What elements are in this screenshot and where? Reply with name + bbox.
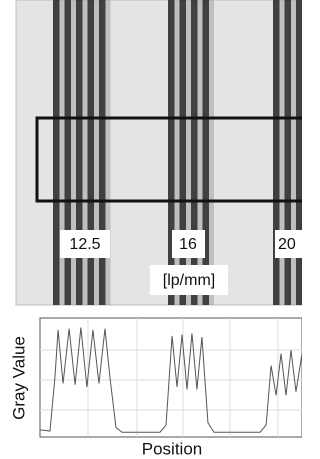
- stripe-gap: [291, 0, 296, 305]
- unit-label: [lp/mm]: [163, 272, 215, 289]
- stripe: [88, 0, 95, 305]
- stripe-gap: [60, 0, 65, 305]
- stripe: [273, 0, 280, 305]
- stripe-gap: [175, 0, 180, 305]
- stripe: [180, 0, 187, 305]
- stripe-gap: [280, 0, 285, 305]
- x-axis-label: Position: [142, 439, 202, 458]
- stripe: [99, 0, 106, 305]
- stripe-gap: [106, 0, 111, 305]
- stripe-gap: [186, 0, 191, 305]
- stripe: [65, 0, 72, 305]
- frequency-label: 12.5: [69, 236, 100, 253]
- stripe-gap: [94, 0, 99, 305]
- stripe: [168, 0, 175, 305]
- frequency-label: 16: [179, 236, 197, 253]
- frequency-label: 20: [278, 236, 296, 253]
- stripe: [76, 0, 83, 305]
- stripe: [191, 0, 198, 305]
- stripe-gap: [71, 0, 76, 305]
- y-axis-label: Gray Value: [9, 336, 28, 420]
- figure: 12.5 16 20 [lp/mm] Gray Value Position: [0, 0, 302, 459]
- stripe-gap: [198, 0, 203, 305]
- plot-frame: [40, 318, 302, 437]
- stripe: [285, 0, 292, 305]
- stripe: [296, 0, 302, 305]
- stripe: [203, 0, 210, 305]
- stripe-gap: [83, 0, 88, 305]
- stripe-gap: [209, 0, 214, 305]
- stripe: [53, 0, 60, 305]
